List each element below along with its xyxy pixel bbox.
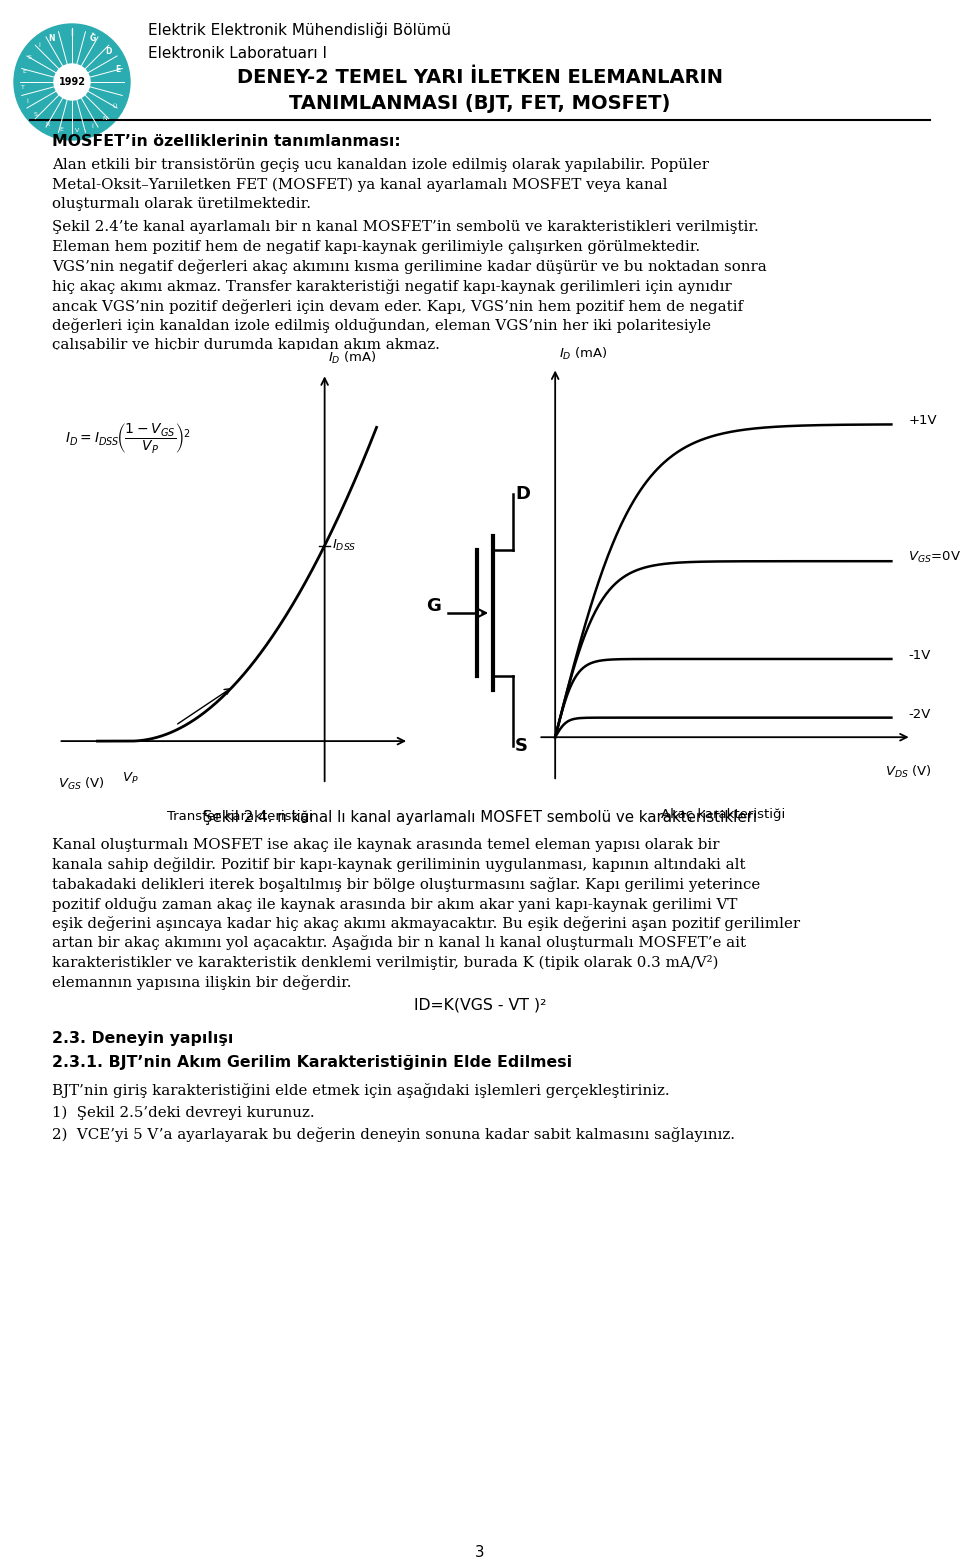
Text: Transfer karakteristiği: Transfer karakteristiği bbox=[167, 810, 313, 823]
Text: 1992: 1992 bbox=[59, 77, 85, 88]
Text: ancak VGS’nin pozitif değerleri için devam eder. Kapı, VGS’nin hem pozitif hem d: ancak VGS’nin pozitif değerleri için dev… bbox=[52, 299, 743, 313]
Text: N: N bbox=[48, 34, 55, 42]
Text: Elektronik Laboratuarı I: Elektronik Laboratuarı I bbox=[148, 45, 327, 61]
Text: E: E bbox=[116, 66, 121, 74]
Text: karakteristikler ve karakteristik denklemi verilmiştir, burada K (tipik olarak 0: karakteristikler ve karakteristik denkle… bbox=[52, 956, 718, 970]
Text: 3: 3 bbox=[475, 1545, 485, 1559]
Circle shape bbox=[54, 64, 90, 100]
Text: $V_{GS}$=0V: $V_{GS}$=0V bbox=[908, 551, 960, 565]
Text: $V_{GS}$ (V): $V_{GS}$ (V) bbox=[59, 776, 106, 793]
Circle shape bbox=[14, 23, 130, 141]
Text: pozitif olduğu zaman akaç ile kaynak arasında bir akım akar yani kapı-kaynak ger: pozitif olduğu zaman akaç ile kaynak ara… bbox=[52, 896, 737, 912]
Text: değerleri için kanaldan izole edilmiş olduğundan, eleman VGS’nin her iki polarit: değerleri için kanaldan izole edilmiş ol… bbox=[52, 317, 711, 333]
Text: İ: İ bbox=[71, 30, 73, 39]
Text: Eleman hem pozitif hem de negatif kapı-kaynak gerilimiyle çalışırken görülmekted: Eleman hem pozitif hem de negatif kapı-k… bbox=[52, 239, 700, 253]
Text: -2V: -2V bbox=[908, 707, 930, 721]
Text: İ: İ bbox=[26, 100, 28, 105]
Text: S: S bbox=[28, 55, 32, 59]
Text: +1V: +1V bbox=[908, 414, 937, 427]
Text: D: D bbox=[516, 485, 530, 504]
Text: Metal-Oksit–Yarıiletken FET (MOSFET) ya kanal ayarlamalı MOSFET veya kanal: Metal-Oksit–Yarıiletken FET (MOSFET) ya … bbox=[52, 177, 667, 192]
Text: Ü: Ü bbox=[112, 103, 117, 109]
Text: $I_D$ (mA): $I_D$ (mA) bbox=[559, 346, 608, 363]
Text: Kanal oluşturmalı MOSFET ise akaç ile kaynak arasında temel eleman yapısı olarak: Kanal oluşturmalı MOSFET ise akaç ile ka… bbox=[52, 838, 719, 852]
Text: S: S bbox=[34, 113, 37, 117]
Text: Elektrik Elektronik Mühendisliği Bölümü: Elektrik Elektronik Mühendisliği Bölümü bbox=[148, 22, 451, 38]
Text: Akaç karakteristiği: Akaç karakteristiği bbox=[661, 807, 785, 821]
Text: $I_D = I_{DSS}\!\left(\dfrac{1-V_{GS}}{V_P}\right)^{\!2}$: $I_D = I_{DSS}\!\left(\dfrac{1-V_{GS}}{V… bbox=[65, 421, 190, 455]
Text: -1V: -1V bbox=[908, 649, 930, 662]
Text: 1)  Şekil 2.5’deki devreyi kurunuz.: 1) Şekil 2.5’deki devreyi kurunuz. bbox=[52, 1106, 315, 1120]
Text: eşik değerini aşıncaya kadar hiç akaç akımı akmayacaktır. Bu eşik değerini aşan : eşik değerini aşıncaya kadar hiç akaç ak… bbox=[52, 917, 800, 931]
Text: E: E bbox=[22, 69, 26, 75]
Text: T: T bbox=[21, 84, 25, 89]
Text: elemannın yapısına ilişkin bir değerdir.: elemannın yapısına ilişkin bir değerdir. bbox=[52, 974, 351, 990]
Text: artan bir akaç akımını yol açacaktır. Aşağıda bir n kanal lı kanal oluşturmalı M: artan bir akaç akımını yol açacaktır. Aş… bbox=[52, 935, 746, 951]
Text: oluşturmalı olarak üretilmektedir.: oluşturmalı olarak üretilmektedir. bbox=[52, 197, 311, 211]
Text: Şekil 2.4. n kanal lı kanal ayarlamalı MOSFET sembolü ve karakteristikleri: Şekil 2.4. n kanal lı kanal ayarlamalı M… bbox=[203, 810, 757, 824]
Text: $V_P$: $V_P$ bbox=[122, 771, 138, 785]
Text: $V_{DS}$ (V): $V_{DS}$ (V) bbox=[885, 763, 931, 780]
Text: D: D bbox=[106, 47, 112, 56]
Text: 2.3.1. BJT’nin Akım Gerilim Karakteristiğinin Elde Edilmesi: 2.3.1. BJT’nin Akım Gerilim Karakteristi… bbox=[52, 1056, 572, 1070]
Text: BJT’nin giriş karakteristiğini elde etmek için aşağıdaki işlemleri gerçekleştiri: BJT’nin giriş karakteristiğini elde etme… bbox=[52, 1082, 670, 1098]
Text: Ğ: Ğ bbox=[89, 34, 95, 42]
Text: N: N bbox=[103, 116, 108, 120]
Text: kanala sahip değildir. Pozitif bir kapı-kaynak geriliminin uygulanması, kapının : kanala sahip değildir. Pozitif bir kapı-… bbox=[52, 857, 746, 873]
Text: DENEY-2 TEMEL YARI İLETKEN ELEMANLARIN: DENEY-2 TEMEL YARI İLETKEN ELEMANLARIN bbox=[237, 67, 723, 88]
Text: 2.3. Deneyin yapılışı: 2.3. Deneyin yapılışı bbox=[52, 1032, 233, 1046]
Text: Şekil 2.4’te kanal ayarlamalı bir n kanal MOSFET’in sembolü ve karakteristikleri: Şekil 2.4’te kanal ayarlamalı bir n kana… bbox=[52, 221, 758, 235]
Text: VGS’nin negatif değerleri akaç akımını kısma gerilimine kadar düşürür ve bu nokt: VGS’nin negatif değerleri akaç akımını k… bbox=[52, 260, 767, 275]
Text: İ: İ bbox=[91, 124, 93, 130]
Text: TANIMLANMASI (BJT, FET, MOSFET): TANIMLANMASI (BJT, FET, MOSFET) bbox=[289, 94, 671, 113]
Text: $I_D$ (mA): $I_D$ (mA) bbox=[328, 349, 376, 366]
Text: S: S bbox=[516, 737, 528, 755]
Text: hiç akaç akımı akmaz. Transfer karakteristiği negatif kapı-kaynak gerilimleri iç: hiç akaç akımı akmaz. Transfer karakteri… bbox=[52, 278, 732, 294]
Text: 2)  VCE’yi 5 V’a ayarlayarak bu değerin deneyin sonuna kadar sabit kalmasını sağ: 2) VCE’yi 5 V’a ayarlayarak bu değerin d… bbox=[52, 1128, 735, 1142]
Text: E: E bbox=[60, 127, 63, 133]
Text: İ: İ bbox=[38, 44, 40, 48]
Text: Alan etkili bir transistörün geçiş ucu kanaldan izole edilmiş olarak yapılabilir: Alan etkili bir transistörün geçiş ucu k… bbox=[52, 158, 709, 172]
Text: $I_{DSS}$: $I_{DSS}$ bbox=[332, 538, 357, 554]
Text: G: G bbox=[426, 597, 441, 615]
Text: V: V bbox=[75, 128, 80, 133]
Text: çalışabilir ve hiçbir durumda kapıdan akım akmaz.: çalışabilir ve hiçbir durumda kapıdan ak… bbox=[52, 338, 440, 352]
Text: MOSFET’in özelliklerinin tanımlanması:: MOSFET’in özelliklerinin tanımlanması: bbox=[52, 135, 400, 149]
Text: R: R bbox=[45, 122, 50, 127]
Text: tabakadaki delikleri iterek boşaltılmış bir bölge oluşturmasını sağlar. Kapı ger: tabakadaki delikleri iterek boşaltılmış … bbox=[52, 877, 760, 891]
Text: ID=K(VGS - VT )²: ID=K(VGS - VT )² bbox=[414, 998, 546, 1013]
